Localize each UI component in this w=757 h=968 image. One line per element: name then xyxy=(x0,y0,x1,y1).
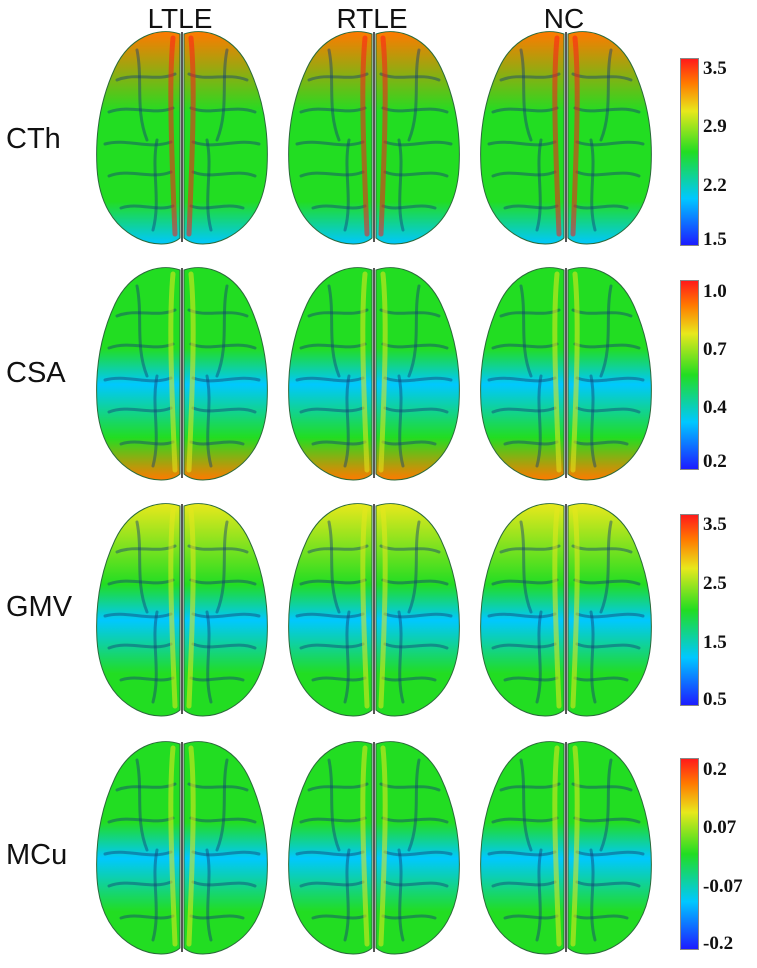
brain-map-csa-nc xyxy=(471,256,661,488)
brain-map-gmv-nc xyxy=(471,492,661,724)
colorbar-cth xyxy=(680,58,699,246)
colorbar-csa-tick: 1.0 xyxy=(703,281,727,302)
row-label-mcu: MCu xyxy=(6,839,68,871)
colorbar-cth-tick: 2.2 xyxy=(703,175,727,196)
brain-map-mcu-rtle xyxy=(279,730,469,962)
brain-map-cth-nc xyxy=(471,20,661,252)
colorbar-mcu xyxy=(680,758,699,950)
column-header-ltle: LTLE xyxy=(147,3,213,34)
colorbar-mcu-tick: 0.07 xyxy=(703,817,737,838)
colorbar-csa-tick: 0.7 xyxy=(703,339,727,360)
colorbar-gmv-tick: 2.5 xyxy=(703,573,727,594)
colorbar-mcu-tick: 0.2 xyxy=(703,759,727,780)
brain-map-cth-ltle xyxy=(87,20,277,252)
colorbar-gmv-tick: 1.5 xyxy=(703,632,727,653)
colorbar-gmv-tick: 0.5 xyxy=(703,689,727,710)
colorbar-mcu-tick: -0.2 xyxy=(703,933,734,954)
row-label-csa: CSA xyxy=(6,357,66,389)
row-label-cth: CTh xyxy=(6,123,61,155)
colorbar-gmv xyxy=(680,514,699,706)
colorbar-mcu-tick: -0.07 xyxy=(703,876,743,897)
column-header-rtle: RTLE xyxy=(336,3,408,34)
colorbar-cth-tick: 3.5 xyxy=(703,58,727,79)
brain-map-gmv-ltle xyxy=(87,492,277,724)
colorbar-gmv-tick: 3.5 xyxy=(703,514,727,535)
brain-map-gmv-rtle xyxy=(279,492,469,724)
brain-map-mcu-nc xyxy=(471,730,661,962)
brain-map-cth-rtle xyxy=(279,20,469,252)
brain-map-csa-rtle xyxy=(279,256,469,488)
colorbar-csa-tick: 0.2 xyxy=(703,451,727,472)
colorbar-csa xyxy=(680,280,699,470)
colorbar-cth-tick: 2.9 xyxy=(703,116,727,137)
brain-map-mcu-ltle xyxy=(87,730,277,962)
colorbar-csa-tick: 0.4 xyxy=(703,397,727,418)
row-label-gmv: GMV xyxy=(6,591,73,623)
column-header-nc: NC xyxy=(543,3,585,34)
colorbar-cth-tick: 1.5 xyxy=(703,229,727,250)
brain-map-csa-ltle xyxy=(87,256,277,488)
